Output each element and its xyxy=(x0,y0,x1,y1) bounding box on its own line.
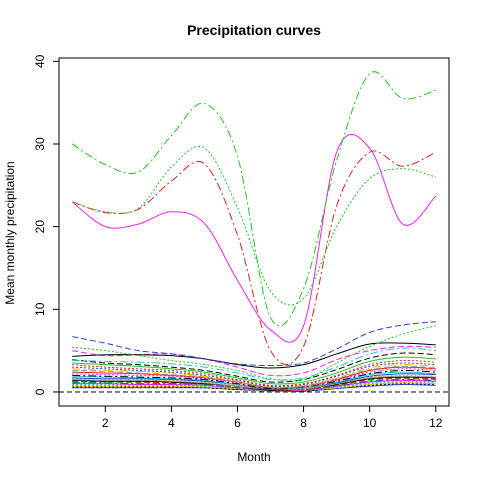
series-line xyxy=(72,325,436,382)
y-tick-label: 0 xyxy=(33,388,47,395)
series-line xyxy=(72,342,436,369)
series-line xyxy=(71,71,436,327)
plot-frame xyxy=(58,57,450,407)
series-line xyxy=(72,364,436,388)
y-axis: 0 10 20 30 40 xyxy=(33,54,59,395)
series-line xyxy=(72,146,436,306)
series-line xyxy=(72,347,436,381)
y-tick-label: 40 xyxy=(33,54,47,68)
x-tick-label: 4 xyxy=(168,416,175,430)
y-axis-label: Mean monthly precipitation xyxy=(3,161,17,304)
series-line xyxy=(72,362,436,387)
x-tick-label: 2 xyxy=(102,416,109,430)
y-tick-label: 10 xyxy=(33,302,47,316)
series-line xyxy=(72,375,436,391)
series-line xyxy=(72,150,436,366)
series-line xyxy=(72,359,436,387)
series-line xyxy=(72,356,436,385)
x-tick-label: 12 xyxy=(429,416,443,430)
y-tick-label: 20 xyxy=(33,220,47,234)
series-layer xyxy=(71,71,437,392)
series-line xyxy=(72,352,436,383)
series-line xyxy=(72,321,436,367)
x-tick-label: 6 xyxy=(234,416,241,430)
x-tick-label: 10 xyxy=(363,416,377,430)
x-tick-label: 8 xyxy=(300,416,307,430)
y-tick-label: 30 xyxy=(33,137,47,151)
x-axis: 2 4 6 8 10 12 xyxy=(102,406,443,430)
series-line xyxy=(72,369,436,390)
chart-title: Precipitation curves xyxy=(187,22,321,38)
series-line xyxy=(71,133,437,343)
x-axis-label: Month xyxy=(237,450,270,464)
series-line xyxy=(72,374,436,391)
